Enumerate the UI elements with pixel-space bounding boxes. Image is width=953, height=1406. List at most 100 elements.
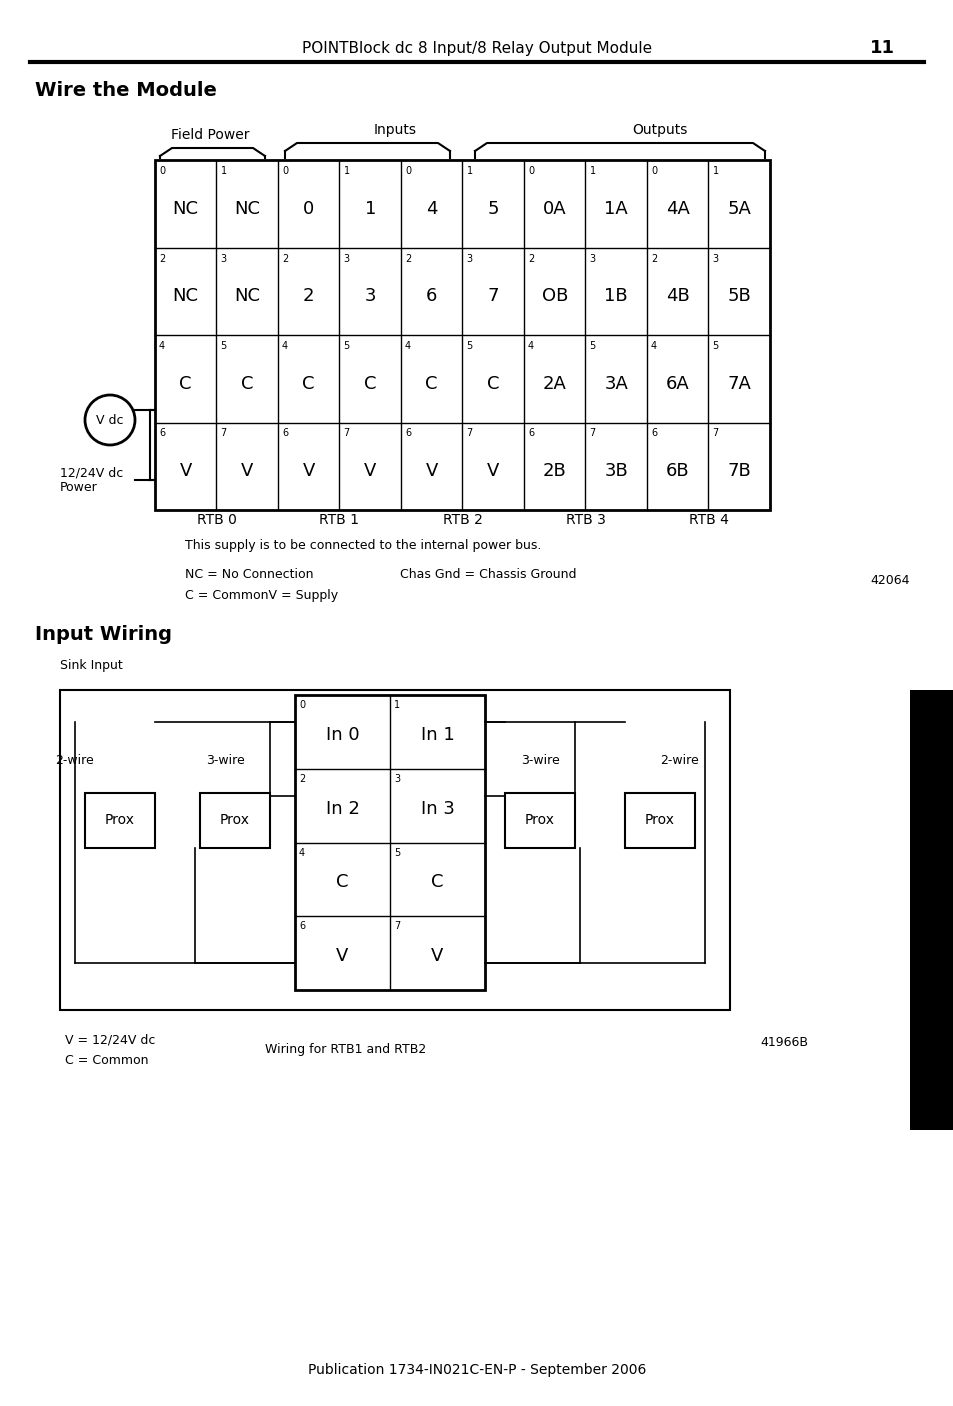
Text: 42064: 42064 [869,574,908,586]
Text: 1: 1 [466,166,472,176]
Text: 5: 5 [394,848,400,858]
Text: 7: 7 [466,429,473,439]
Text: NC: NC [234,287,260,305]
Text: 0: 0 [159,166,165,176]
Text: Publication 1734-IN021C-EN-P - September 2006: Publication 1734-IN021C-EN-P - September… [308,1362,645,1376]
Text: 0: 0 [303,200,314,218]
Text: 3: 3 [466,253,472,263]
Text: 5: 5 [589,342,595,352]
Text: OB: OB [541,287,567,305]
Text: 0: 0 [650,166,657,176]
Text: RTB 1: RTB 1 [319,513,359,527]
Text: In 2: In 2 [325,800,359,818]
Text: Input Wiring: Input Wiring [35,626,172,644]
Text: 7: 7 [394,921,400,931]
Text: 1: 1 [712,166,718,176]
Text: V = 12/24V dc: V = 12/24V dc [65,1033,155,1046]
Text: 3B: 3B [604,463,627,481]
Text: C: C [486,375,499,392]
Text: 12/24V dc
Power: 12/24V dc Power [60,465,123,494]
Text: 7: 7 [220,429,227,439]
Text: 3: 3 [589,253,595,263]
Text: 0: 0 [527,166,534,176]
Text: V: V [302,463,314,481]
Text: 11: 11 [869,39,894,58]
Text: 4: 4 [405,342,411,352]
Bar [85,793,154,848]
Text: RTB 3: RTB 3 [565,513,605,527]
Text: V: V [487,463,499,481]
Text: C: C [179,375,192,392]
Text: V: V [364,463,376,481]
Text: 4: 4 [650,342,657,352]
Text: Prox: Prox [524,813,555,827]
Bar [909,690,953,1130]
Text: Inputs: Inputs [374,122,416,136]
Text: 7B: 7B [726,463,750,481]
Text: C = Common: C = Common [65,1053,149,1067]
Text: 6: 6 [650,429,657,439]
Text: RTB 2: RTB 2 [442,513,482,527]
Text: Field Power: Field Power [171,128,249,142]
Text: 4: 4 [426,200,437,218]
Text: 5A: 5A [726,200,750,218]
Text: V: V [179,463,192,481]
Text: 6: 6 [527,429,534,439]
Text: 7: 7 [343,429,350,439]
Text: RTB 4: RTB 4 [688,513,728,527]
Text: Wire the Module: Wire the Module [35,80,216,100]
Text: 0: 0 [405,166,411,176]
Text: Prox: Prox [644,813,675,827]
Text: NC = No Connection: NC = No Connection [185,568,314,582]
Text: 1A: 1A [604,200,627,218]
Text: 5: 5 [487,200,498,218]
Bar [200,793,270,848]
Text: 1: 1 [343,166,349,176]
Text: V: V [336,948,349,965]
Text: C: C [364,375,376,392]
Text: 7: 7 [487,287,498,305]
Text: 6B: 6B [665,463,689,481]
Text: C = CommonV = Supply: C = CommonV = Supply [185,589,337,602]
Text: 41966B: 41966B [760,1035,807,1049]
Text: 4A: 4A [665,200,689,218]
Text: C: C [431,873,443,891]
Text: 7: 7 [712,429,718,439]
Bar [624,793,695,848]
Text: 7: 7 [589,429,595,439]
Text: 3: 3 [343,253,349,263]
Text: 0: 0 [298,700,305,710]
Text: 6: 6 [159,429,165,439]
Text: RTB 0: RTB 0 [196,513,236,527]
Text: In 1: In 1 [420,725,454,744]
Text: 3-wire: 3-wire [520,754,558,766]
Text: 5: 5 [220,342,227,352]
Text: 1: 1 [589,166,595,176]
Text: 4: 4 [527,342,534,352]
Text: 2B: 2B [542,463,566,481]
Text: 2A: 2A [542,375,566,392]
Text: In 3: In 3 [420,800,454,818]
Text: 3A: 3A [603,375,627,392]
Text: 0: 0 [282,166,288,176]
Text: 0A: 0A [542,200,566,218]
Text: Wiring for RTB1 and RTB2: Wiring for RTB1 and RTB2 [265,1043,426,1056]
Text: 2-wire: 2-wire [659,754,699,766]
Text: 2: 2 [298,773,305,783]
Text: C: C [335,873,349,891]
Text: C: C [302,375,314,392]
Text: 5B: 5B [726,287,750,305]
Bar [60,690,729,1010]
Text: 5: 5 [343,342,350,352]
Text: 2: 2 [159,253,165,263]
Bar [154,160,769,510]
Text: NC: NC [172,200,198,218]
Text: V: V [431,948,443,965]
Text: NC: NC [172,287,198,305]
Text: NC: NC [234,200,260,218]
Text: Prox: Prox [105,813,135,827]
Text: Prox: Prox [220,813,250,827]
Text: 4: 4 [159,342,165,352]
Text: V: V [425,463,437,481]
Bar [504,793,575,848]
